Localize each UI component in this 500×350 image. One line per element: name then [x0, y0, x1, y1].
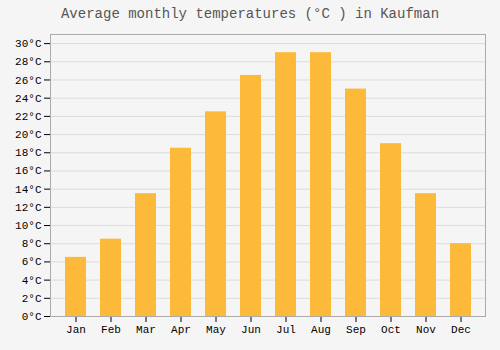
svg-text:Jan: Jan [66, 324, 86, 336]
svg-text:Sep: Sep [346, 324, 366, 336]
svg-text:Nov: Nov [416, 324, 436, 336]
svg-text:Jun: Jun [241, 324, 261, 336]
html-text:Average monthly temperatures (: Average monthly temperatures (°C ) in Ka… [61, 6, 439, 22]
svg-text:Jul: Jul [276, 324, 296, 336]
svg-text:8°C: 8°C [22, 238, 42, 250]
svg-text:28°C: 28°C [15, 56, 42, 68]
svg-text:May: May [206, 324, 226, 336]
svg-text:Dec: Dec [451, 324, 471, 336]
svg-text:4°C: 4°C [22, 275, 42, 287]
svg-text:Apr: Apr [171, 324, 191, 336]
svg-text:16°C: 16°C [15, 165, 42, 177]
svg-text:18°C: 18°C [15, 147, 42, 159]
svg-text:Feb: Feb [101, 324, 121, 336]
svg-text:0°C: 0°C [22, 311, 42, 323]
svg-text:24°C: 24°C [15, 93, 42, 105]
svg-text:22°C: 22°C [15, 111, 42, 123]
svg-text:Mar: Mar [136, 324, 156, 336]
svg-text:30°C: 30°C [15, 38, 42, 50]
svg-text:Oct: Oct [381, 324, 401, 336]
svg-text:Aug: Aug [311, 324, 331, 336]
svg-text:12°C: 12°C [15, 202, 42, 214]
svg-text:6°C: 6°C [22, 256, 42, 268]
svg-text:26°C: 26°C [15, 75, 42, 87]
svg-text:2°C: 2°C [22, 293, 42, 305]
svg-text:20°C: 20°C [15, 129, 42, 141]
svg-text:14°C: 14°C [15, 184, 42, 196]
svg-text:10°C: 10°C [15, 220, 42, 232]
